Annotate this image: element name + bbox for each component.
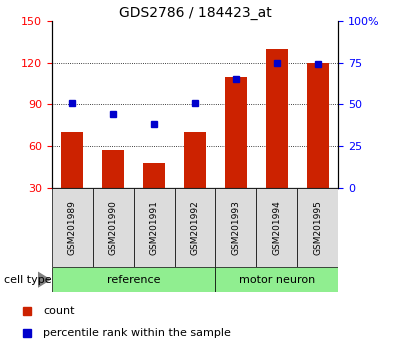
Bar — [52, 267, 215, 292]
Bar — [143, 163, 165, 188]
Bar — [265, 49, 288, 188]
Bar — [61, 132, 84, 188]
Text: GSM201989: GSM201989 — [68, 200, 77, 255]
Text: reference: reference — [107, 275, 160, 285]
Text: count: count — [43, 306, 75, 316]
Text: GSM201993: GSM201993 — [232, 200, 240, 255]
Text: GSM201992: GSM201992 — [191, 200, 199, 255]
Bar — [52, 188, 93, 267]
Title: GDS2786 / 184423_at: GDS2786 / 184423_at — [119, 6, 271, 20]
Bar — [215, 188, 256, 267]
Bar — [184, 132, 206, 188]
Text: GSM201994: GSM201994 — [272, 200, 281, 255]
Text: GSM201991: GSM201991 — [150, 200, 158, 255]
Bar — [297, 188, 338, 267]
Bar — [306, 63, 329, 188]
Text: GSM201990: GSM201990 — [109, 200, 118, 255]
Bar — [225, 77, 247, 188]
Text: motor neuron: motor neuron — [239, 275, 315, 285]
Bar — [175, 188, 215, 267]
Text: percentile rank within the sample: percentile rank within the sample — [43, 328, 231, 338]
Bar — [134, 188, 175, 267]
Polygon shape — [38, 272, 50, 287]
Text: cell type: cell type — [4, 275, 52, 285]
Bar — [93, 188, 134, 267]
Text: GSM201995: GSM201995 — [313, 200, 322, 255]
Bar — [102, 150, 125, 188]
Bar — [256, 188, 297, 267]
Bar — [215, 267, 338, 292]
